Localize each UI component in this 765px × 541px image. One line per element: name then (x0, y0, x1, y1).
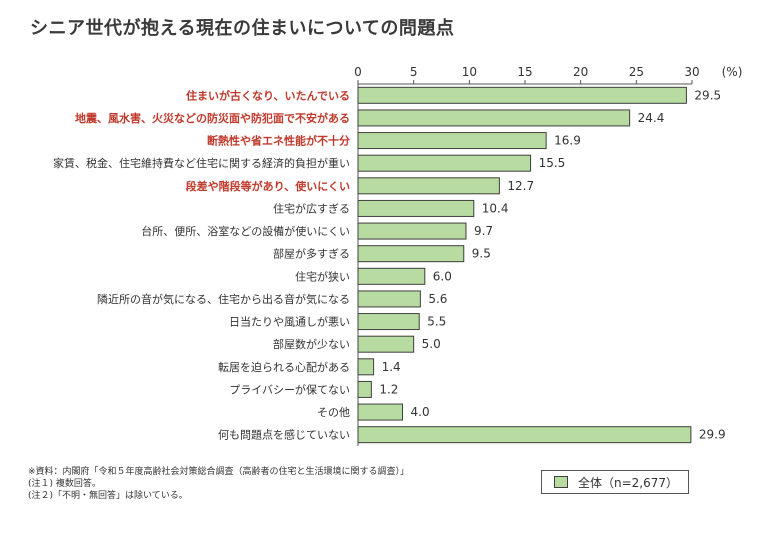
bar (357, 380, 372, 398)
legend-label: 全体（n=2,677） (578, 475, 679, 490)
notes: ※資料：内閣府「令和５年度高齢社会対策総合調査（高齢者の住宅と生活環境に関する調… (28, 466, 409, 502)
bar (357, 358, 375, 376)
category-label: プライバシーが保てない (229, 382, 350, 396)
category-label: 断熱性や省エネ性能が不十分 (207, 134, 350, 148)
category-label: 部屋数が少ない (273, 337, 350, 351)
category-label: 隣近所の音が気になる、住宅から出る音が気になる (97, 292, 350, 306)
bar (357, 199, 475, 217)
value-label: 4.0 (411, 405, 430, 419)
x-tick-label: 10 (462, 65, 477, 79)
value-label: 9.5 (472, 247, 491, 261)
x-tick-label: 20 (573, 65, 588, 79)
category-label: 地震、風水害、火災などの防災面や防犯面で不安がある (75, 111, 350, 125)
value-label: 1.2 (379, 382, 398, 396)
value-label: 10.4 (482, 201, 509, 215)
value-label: 12.7 (507, 179, 534, 193)
x-tick-label: 15 (517, 65, 532, 79)
value-label: 15.5 (539, 156, 566, 170)
category-label: 何も問題点を感じていない (218, 429, 350, 442)
note-2: (注２)「不明・無回答」は除いている。 (28, 491, 188, 501)
x-tick-label: 25 (629, 65, 644, 79)
bar (357, 267, 426, 285)
bar (357, 86, 687, 104)
value-label: 5.6 (428, 292, 447, 306)
legend: 全体（n=2,677） (541, 470, 689, 494)
value-label: 5.0 (422, 337, 441, 351)
category-label: 台所、便所、浴室などの設備が使いにくい (141, 224, 350, 238)
bar (357, 403, 404, 421)
value-label: 29.9 (699, 428, 726, 442)
value-label: 6.0 (433, 269, 452, 283)
category-label: 家賃、税金、住宅維持費など住宅に関する経済的負担が重い (53, 156, 350, 170)
bar (357, 132, 547, 150)
value-label: 16.9 (554, 134, 581, 148)
bar-chart: 0 5 10 15 20 25 30 (%) 住まいが古くなり、いたんでいる 29.5 地震、風水害… (53, 65, 743, 446)
category-label: 住まいが古くなり、いたんでいる (186, 88, 350, 102)
category-label: 転居を迫られる心配がある (218, 360, 350, 374)
bar (357, 313, 420, 331)
category-label: 住宅が狭い (295, 269, 350, 283)
category-label: 部屋が多すぎる (273, 247, 350, 261)
value-label: 5.5 (427, 315, 446, 329)
legend-swatch (554, 476, 568, 488)
note-source: ※資料：内閣府「令和５年度高齢社会対策総合調査（高齢者の住宅と生活環境に関する調… (28, 467, 410, 477)
value-label: 1.4 (382, 360, 401, 374)
x-tick-label: 5 (410, 65, 418, 79)
bar (357, 154, 532, 172)
x-tick-label: 30 (684, 65, 699, 79)
bar (357, 290, 421, 308)
bar (357, 245, 465, 263)
note-1: (注１) 複数回答。 (28, 479, 101, 489)
value-label: 9.7 (474, 224, 493, 238)
category-label: 住宅が広すぎる (273, 201, 350, 215)
category-label: 段差や階段等があり、使いにくい (186, 179, 350, 193)
unit-label: (%) (722, 65, 743, 79)
x-tick-label: 0 (354, 65, 362, 79)
bar (357, 426, 692, 444)
value-label: 24.4 (638, 111, 665, 125)
bar (357, 177, 500, 195)
bar (357, 109, 631, 127)
chart-title: シニア世代が抱える現在の住まいについての問題点 (30, 18, 455, 39)
category-label: 日当たりや風通しが悪い (229, 315, 350, 329)
category-label: その他 (317, 406, 350, 419)
bar (357, 335, 415, 353)
value-label: 29.5 (694, 88, 721, 102)
bar (357, 222, 467, 240)
